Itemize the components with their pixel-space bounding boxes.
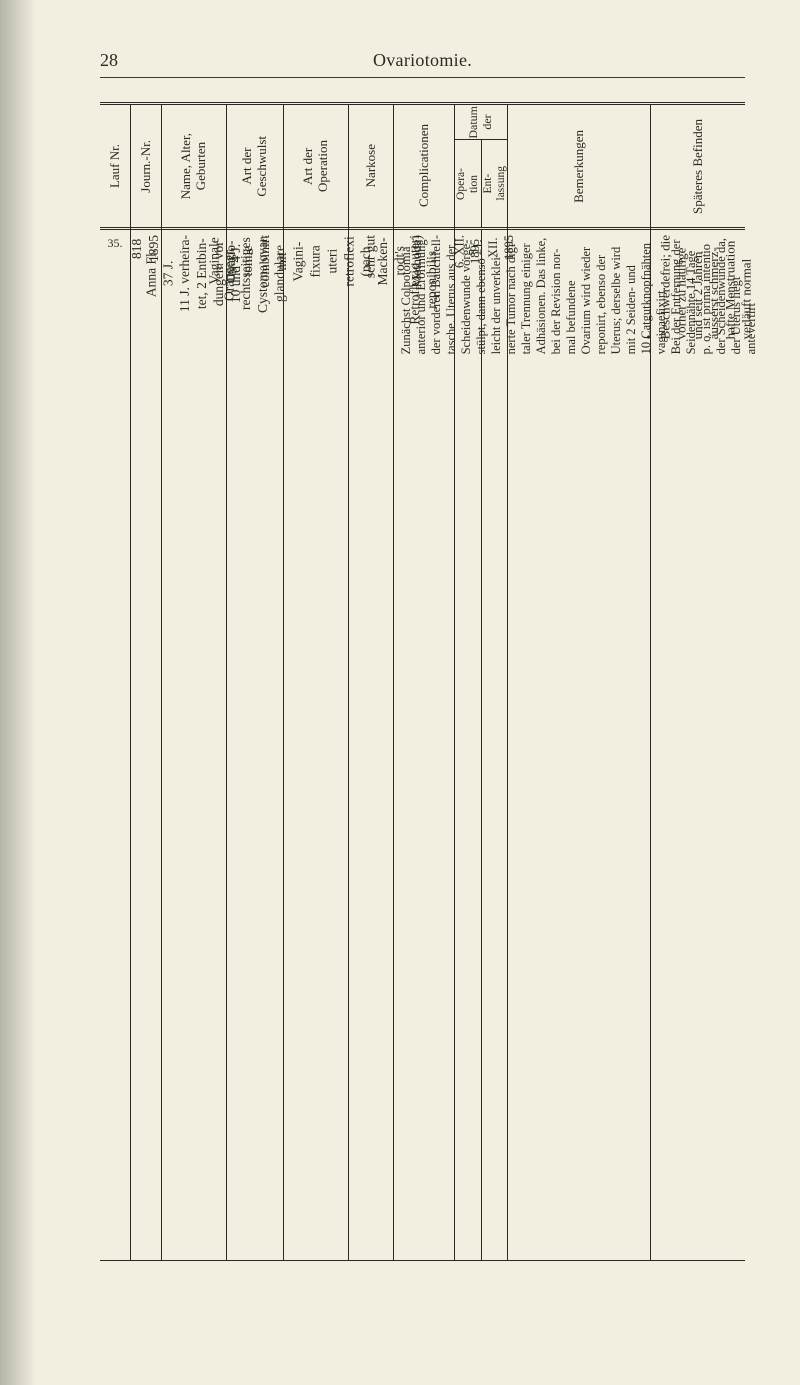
col-header-comp: Complicationen (394, 105, 454, 230)
col-body-spat: • Beschwerdefrei; die vorher zu häufige … (651, 230, 745, 1260)
col-header-label: Name, Alter, Geburten (177, 127, 211, 205)
col-body-nark: sehr gut (349, 230, 393, 1260)
binding-shadow (0, 0, 40, 1385)
running-title: Ovariotomie. (160, 50, 685, 71)
col-header-artop: Art der Operation (284, 105, 348, 230)
col-body-bemerk: Zunächst Colpotomia anterior und Eröffnu… (508, 230, 650, 1260)
col-header-label: Journ.-Nr. (137, 134, 156, 199)
col-header-nark: Narkose (349, 105, 393, 230)
col-header-label: Lauf Nr. (106, 138, 125, 194)
col-header-label: Bemerkungen (570, 124, 589, 209)
page-header: 28 Ovariotomie. (100, 50, 745, 71)
col-header-label: Ent- lassung (480, 160, 510, 207)
cell-spateres: • Beschwerdefrei; die vorher zu häufige … (641, 235, 755, 339)
col-body-lauf: 35. (100, 230, 130, 1260)
col-header-journ: Journ.-Nr. (131, 105, 161, 230)
col-body-artg: Orangegr. rechtsseitiges Cystoma ovar. g… (227, 230, 283, 1260)
col-header-lauf: Lauf Nr. (100, 105, 130, 230)
col-body-artop: Vaginale Ovario- tomie combinirt mit Vag… (284, 230, 348, 1260)
col-header-datum-ent: Ent- lassung (482, 140, 508, 227)
col-body-journ: 818 1895 (131, 230, 161, 1260)
col-header-datum: Datum der Opera- tion Ent- lassung (455, 105, 507, 230)
col-header-label: Opera- tion (453, 162, 483, 206)
col-art-operation: Art der Operation Vaginale Ovario- tomie… (284, 105, 349, 1260)
col-header-bemerk: Bemerkungen (508, 105, 650, 230)
col-spateres: Späteres Befinden • Beschwerdefrei; die … (651, 105, 745, 1260)
col-header-label: Narkose (362, 138, 381, 193)
col-bemerkungen: Bemerkungen Zunächst Colpotomia anterior… (508, 105, 651, 1260)
col-body-datum-opera: 6. XII. 1895 (455, 230, 482, 1260)
col-header-name: Name, Alter, Geburten (162, 105, 226, 230)
cell-narkose: sehr gut (363, 235, 380, 278)
col-header-label: Complicationen (415, 118, 434, 213)
col-header-datum-opera: Opera- tion (455, 140, 482, 227)
col-body-name: Anna Fl. 37 J. 11 J. verheira- tet, 2 En… (162, 230, 226, 1260)
col-body-comp: Retroflexio uteri reponibilis (394, 230, 454, 1260)
col-header-label: Späteres Befinden (689, 113, 708, 220)
col-header-label: Art der Geschwulst (238, 130, 272, 203)
col-body-datum: 6. XII. 1895 21. XII. 1895 (455, 230, 507, 1260)
header-spacer (685, 50, 745, 71)
page: 28 Ovariotomie. Lauf Nr. 35. Journ.-Nr. … (0, 0, 800, 1385)
data-table: Lauf Nr. 35. Journ.-Nr. 818 1895 Name, A… (100, 102, 745, 1261)
col-header-label: Datum der (465, 100, 497, 145)
page-number: 28 (100, 50, 160, 71)
col-header-spat: Späteres Befinden (651, 105, 745, 230)
col-lauf-nr: Lauf Nr. 35. (100, 105, 131, 1260)
col-body-datum-ent: 21. XII. 1895 (482, 230, 508, 1260)
col-header-datum-top: Datum der (455, 105, 507, 140)
header-rule (100, 77, 745, 78)
col-header-label: Art der Operation (299, 134, 333, 198)
cell-lauf-nr: 35. (100, 230, 130, 251)
col-header-artg: Art der Geschwulst (227, 105, 283, 230)
col-narkose: Narkose sehr gut (349, 105, 394, 1260)
